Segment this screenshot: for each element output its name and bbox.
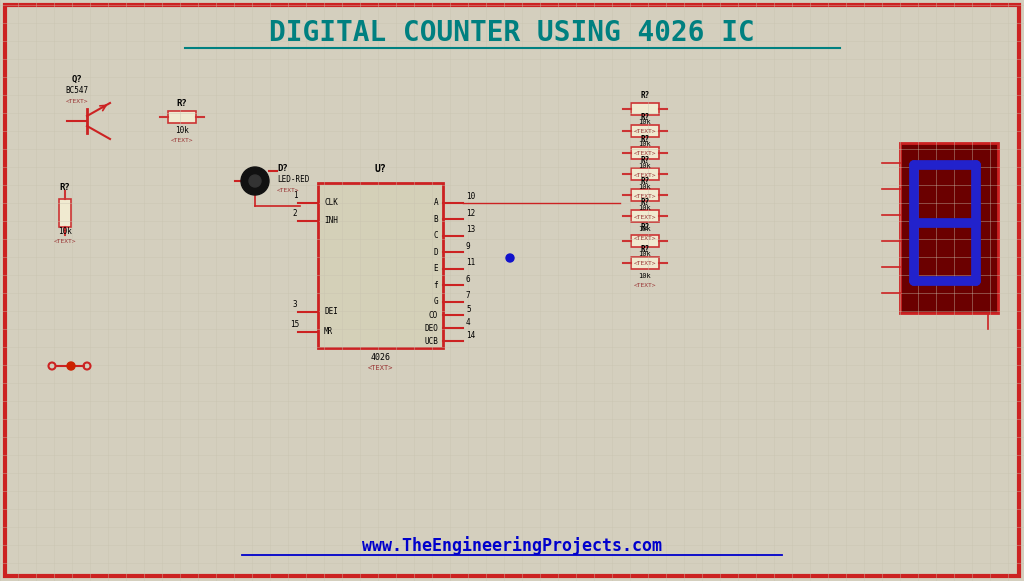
Text: 10k: 10k — [639, 119, 651, 125]
Text: 13: 13 — [466, 225, 475, 234]
Text: 10k: 10k — [175, 125, 189, 134]
Text: 14: 14 — [466, 331, 475, 340]
Text: 1: 1 — [293, 191, 297, 200]
Text: 10k: 10k — [639, 205, 651, 211]
Text: R?: R? — [59, 182, 71, 192]
Text: 6: 6 — [466, 275, 471, 284]
Text: UCB: UCB — [424, 337, 438, 346]
Text: CLK: CLK — [324, 198, 338, 207]
Text: DEO: DEO — [424, 324, 438, 333]
Bar — [631, 189, 659, 201]
Text: 10k: 10k — [639, 273, 651, 279]
Text: <TEXT>: <TEXT> — [66, 99, 88, 103]
Text: <TEXT>: <TEXT> — [634, 282, 656, 288]
Bar — [631, 210, 659, 222]
Text: R?: R? — [640, 156, 649, 164]
Text: <TEXT>: <TEXT> — [634, 173, 656, 178]
Text: CO: CO — [429, 310, 438, 320]
Text: <TEXT>: <TEXT> — [634, 260, 656, 266]
Text: <TEXT>: <TEXT> — [53, 238, 76, 243]
Text: 7: 7 — [466, 291, 471, 300]
Bar — [631, 235, 659, 247]
Text: 5: 5 — [466, 304, 471, 314]
Bar — [900, 143, 998, 313]
Text: R?: R? — [640, 177, 649, 185]
Bar — [631, 147, 659, 159]
Text: G: G — [433, 297, 438, 306]
Text: 10k: 10k — [639, 163, 651, 169]
Text: R?: R? — [640, 113, 649, 121]
Text: 10k: 10k — [639, 141, 651, 147]
Text: R?: R? — [640, 134, 649, 144]
Bar — [631, 168, 659, 180]
Text: f: f — [433, 281, 438, 290]
Text: R?: R? — [640, 91, 649, 99]
Text: 2: 2 — [293, 209, 297, 218]
Text: www.TheEngineeringProjects.com: www.TheEngineeringProjects.com — [362, 536, 662, 555]
Text: R?: R? — [640, 223, 649, 231]
Circle shape — [249, 175, 261, 187]
Text: D: D — [433, 248, 438, 257]
Text: 9: 9 — [466, 242, 471, 251]
Text: 11: 11 — [466, 259, 475, 267]
Text: 15: 15 — [291, 320, 300, 329]
Circle shape — [506, 254, 514, 262]
Text: <TEXT>: <TEXT> — [368, 365, 393, 371]
Text: A: A — [433, 198, 438, 207]
Text: Q?: Q? — [72, 74, 82, 84]
Circle shape — [67, 362, 75, 370]
Circle shape — [241, 167, 269, 195]
Text: R?: R? — [640, 198, 649, 206]
Bar — [631, 257, 659, 269]
Text: 12: 12 — [466, 209, 475, 218]
Text: B: B — [433, 215, 438, 224]
Text: <TEXT>: <TEXT> — [634, 193, 656, 199]
Text: <TEXT>: <TEXT> — [171, 138, 194, 142]
Text: INH: INH — [324, 217, 338, 225]
Text: 10k: 10k — [639, 226, 651, 232]
Text: U?: U? — [375, 164, 386, 174]
Text: 10k: 10k — [639, 184, 651, 190]
Text: 10k: 10k — [639, 251, 651, 257]
Text: D?: D? — [278, 163, 288, 173]
Text: R?: R? — [640, 245, 649, 253]
Text: LED-RED: LED-RED — [278, 174, 309, 184]
Text: <TEXT>: <TEXT> — [634, 214, 656, 220]
Text: BC547: BC547 — [66, 85, 88, 95]
Text: C: C — [433, 231, 438, 241]
Text: <TEXT>: <TEXT> — [278, 188, 299, 192]
Text: MR: MR — [324, 327, 333, 336]
Text: 10k: 10k — [58, 227, 72, 235]
Text: <TEXT>: <TEXT> — [634, 235, 656, 241]
Bar — [59, 199, 71, 227]
Text: 4026: 4026 — [371, 353, 390, 363]
Text: 4: 4 — [466, 318, 471, 327]
Bar — [631, 125, 659, 137]
Text: DEI: DEI — [324, 307, 338, 316]
Bar — [631, 103, 659, 115]
Text: DIGITAL COUNTER USING 4026 IC: DIGITAL COUNTER USING 4026 IC — [269, 19, 755, 47]
Text: 10: 10 — [466, 192, 475, 201]
Text: <TEXT>: <TEXT> — [634, 150, 656, 156]
Text: <TEXT>: <TEXT> — [634, 128, 656, 134]
Bar — [168, 111, 196, 123]
Text: R?: R? — [176, 99, 187, 107]
Bar — [318, 183, 443, 348]
Text: E: E — [433, 264, 438, 273]
Text: 3: 3 — [293, 300, 297, 309]
